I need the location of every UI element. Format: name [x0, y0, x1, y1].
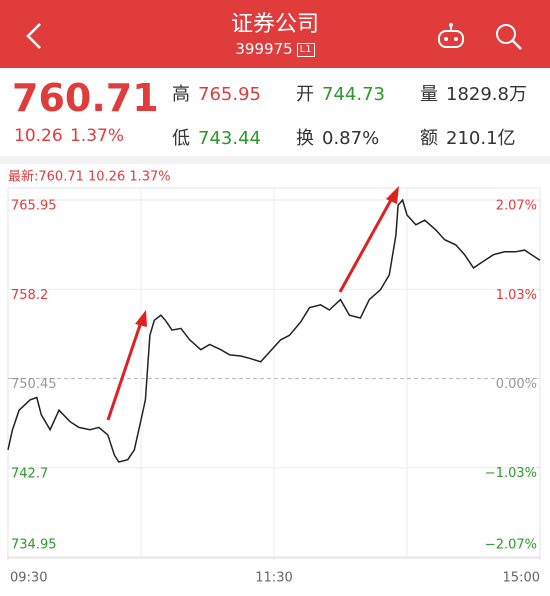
x-tick-label: 11:30: [255, 571, 292, 586]
stat: 高 765.95: [172, 80, 261, 106]
change-pct: 1.37%: [70, 126, 125, 146]
annotation-arrow: [106, 186, 399, 421]
stat-label: 开: [296, 84, 314, 105]
x-tick-label: 09:30: [10, 571, 47, 586]
stat: 量 1829.8万: [420, 80, 527, 106]
back-button[interactable]: [24, 22, 44, 50]
search-icon[interactable]: [494, 22, 524, 50]
separator: [0, 156, 550, 164]
price: 760.71: [12, 76, 159, 120]
y2-tick-label: 1.03%: [496, 288, 537, 303]
stat-label: 量: [420, 84, 438, 105]
code: 399975 L1: [0, 40, 550, 58]
stat-value: 0.87%: [322, 128, 380, 149]
y2-tick-label: −2.07%: [485, 538, 537, 553]
stat: 开 744.73: [296, 80, 385, 106]
badge: L1: [296, 43, 315, 57]
stat-value: 765.95: [198, 84, 261, 105]
stat-value: 1829.8万: [446, 84, 527, 105]
y2-tick-label: 2.07%: [496, 199, 537, 214]
change: 10.26: [14, 126, 63, 146]
stat-label: 换: [296, 128, 314, 149]
robot-icon[interactable]: [436, 22, 466, 50]
y-tick-label: 765.95: [11, 199, 57, 214]
y-tick-label: 758.2: [11, 288, 48, 303]
stat-value: 210.1亿: [446, 128, 516, 149]
code-text: 399975: [235, 40, 293, 58]
stat-label: 额: [420, 128, 438, 149]
y2-tick-label: 0.00%: [496, 377, 537, 392]
latest-label: 最新:760.71 10.26 1.37%: [8, 169, 171, 185]
stat-value: 744.73: [322, 84, 385, 105]
stat: 额 210.1亿: [420, 124, 516, 150]
y-tick-label: 734.95: [11, 538, 57, 553]
y-tick-label: 750.45: [11, 377, 57, 392]
header: 证券公司 399975 L1: [0, 0, 550, 68]
stat-label: 低: [172, 128, 190, 149]
stat-label: 高: [172, 84, 190, 105]
price-line: [7, 198, 541, 463]
chart: 最新:760.71 10.26 1.37% 765.95 758.2 750.45 7…: [0, 164, 550, 596]
stat-value: 743.44: [198, 128, 261, 149]
chart-bg: [0, 164, 550, 596]
x-tick-label: 15:00: [503, 571, 540, 586]
stat: 低 743.44: [172, 124, 261, 150]
title: 证券公司: [230, 12, 319, 37]
quote-panel: 760.71 10.26 1.37% 高 765.95 开 744.73 量 1829…: [0, 68, 550, 158]
stat: 换 0.87%: [296, 124, 379, 150]
y2-tick-label: −1.03%: [485, 466, 537, 481]
y-tick-label: 742.7: [11, 466, 48, 481]
